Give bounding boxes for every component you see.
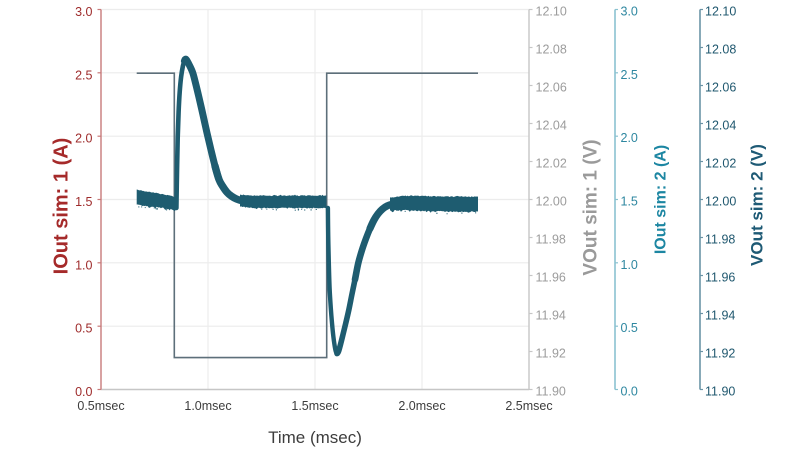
svg-text:0.0: 0.0 xyxy=(621,385,638,399)
svg-text:12.10: 12.10 xyxy=(705,5,736,19)
svg-text:1.0: 1.0 xyxy=(75,258,92,272)
svg-text:2.5: 2.5 xyxy=(75,68,92,82)
svg-text:1.5: 1.5 xyxy=(621,195,638,209)
svg-text:0.5: 0.5 xyxy=(75,322,92,336)
svg-text:12.08: 12.08 xyxy=(536,43,567,57)
svg-text:11.90: 11.90 xyxy=(536,385,566,399)
svg-text:3.0: 3.0 xyxy=(621,5,638,19)
svg-text:12.02: 12.02 xyxy=(536,157,567,171)
svg-text:12.06: 12.06 xyxy=(536,81,567,95)
svg-text:0.5: 0.5 xyxy=(621,321,638,335)
svg-text:12.06: 12.06 xyxy=(705,81,736,95)
svg-text:12.00: 12.00 xyxy=(536,195,567,209)
svg-text:Time (msec): Time (msec) xyxy=(268,428,362,447)
svg-text:11.90: 11.90 xyxy=(705,385,735,399)
svg-text:11.98: 11.98 xyxy=(536,233,566,247)
svg-text:11.94: 11.94 xyxy=(536,309,566,323)
svg-text:12.04: 12.04 xyxy=(536,119,567,133)
svg-text:1.0: 1.0 xyxy=(621,258,638,272)
svg-text:12.02: 12.02 xyxy=(705,157,736,171)
svg-text:12.08: 12.08 xyxy=(705,43,736,57)
svg-text:3.0: 3.0 xyxy=(75,5,92,19)
svg-text:IOut sim: 1 (A): IOut sim: 1 (A) xyxy=(51,138,73,275)
svg-text:2.5: 2.5 xyxy=(621,68,638,82)
svg-text:VOut sim: 2 (V): VOut sim: 2 (V) xyxy=(748,144,767,266)
svg-text:IOut sim: 2 (A): IOut sim: 2 (A) xyxy=(653,145,670,254)
svg-text:2.0: 2.0 xyxy=(621,131,638,145)
svg-text:11.92: 11.92 xyxy=(536,347,566,361)
svg-text:11.92: 11.92 xyxy=(705,347,735,361)
svg-text:12.00: 12.00 xyxy=(705,195,736,209)
svg-text:11.96: 11.96 xyxy=(705,271,735,285)
svg-text:2.0: 2.0 xyxy=(75,132,92,146)
svg-text:12.04: 12.04 xyxy=(705,119,736,133)
svg-text:0.0: 0.0 xyxy=(75,385,92,399)
svg-text:1.0msec: 1.0msec xyxy=(184,399,231,413)
svg-text:1.5: 1.5 xyxy=(75,195,92,209)
svg-text:11.96: 11.96 xyxy=(536,271,566,285)
svg-text:11.98: 11.98 xyxy=(705,233,735,247)
svg-text:VOut sim: 1 (V): VOut sim: 1 (V) xyxy=(581,139,602,275)
svg-text:11.94: 11.94 xyxy=(705,309,735,323)
svg-text:12.10: 12.10 xyxy=(536,5,567,19)
svg-text:2.0msec: 2.0msec xyxy=(398,399,445,413)
svg-text:2.5msec: 2.5msec xyxy=(505,399,552,413)
svg-text:0.5msec: 0.5msec xyxy=(77,399,124,413)
svg-text:1.5msec: 1.5msec xyxy=(291,399,338,413)
